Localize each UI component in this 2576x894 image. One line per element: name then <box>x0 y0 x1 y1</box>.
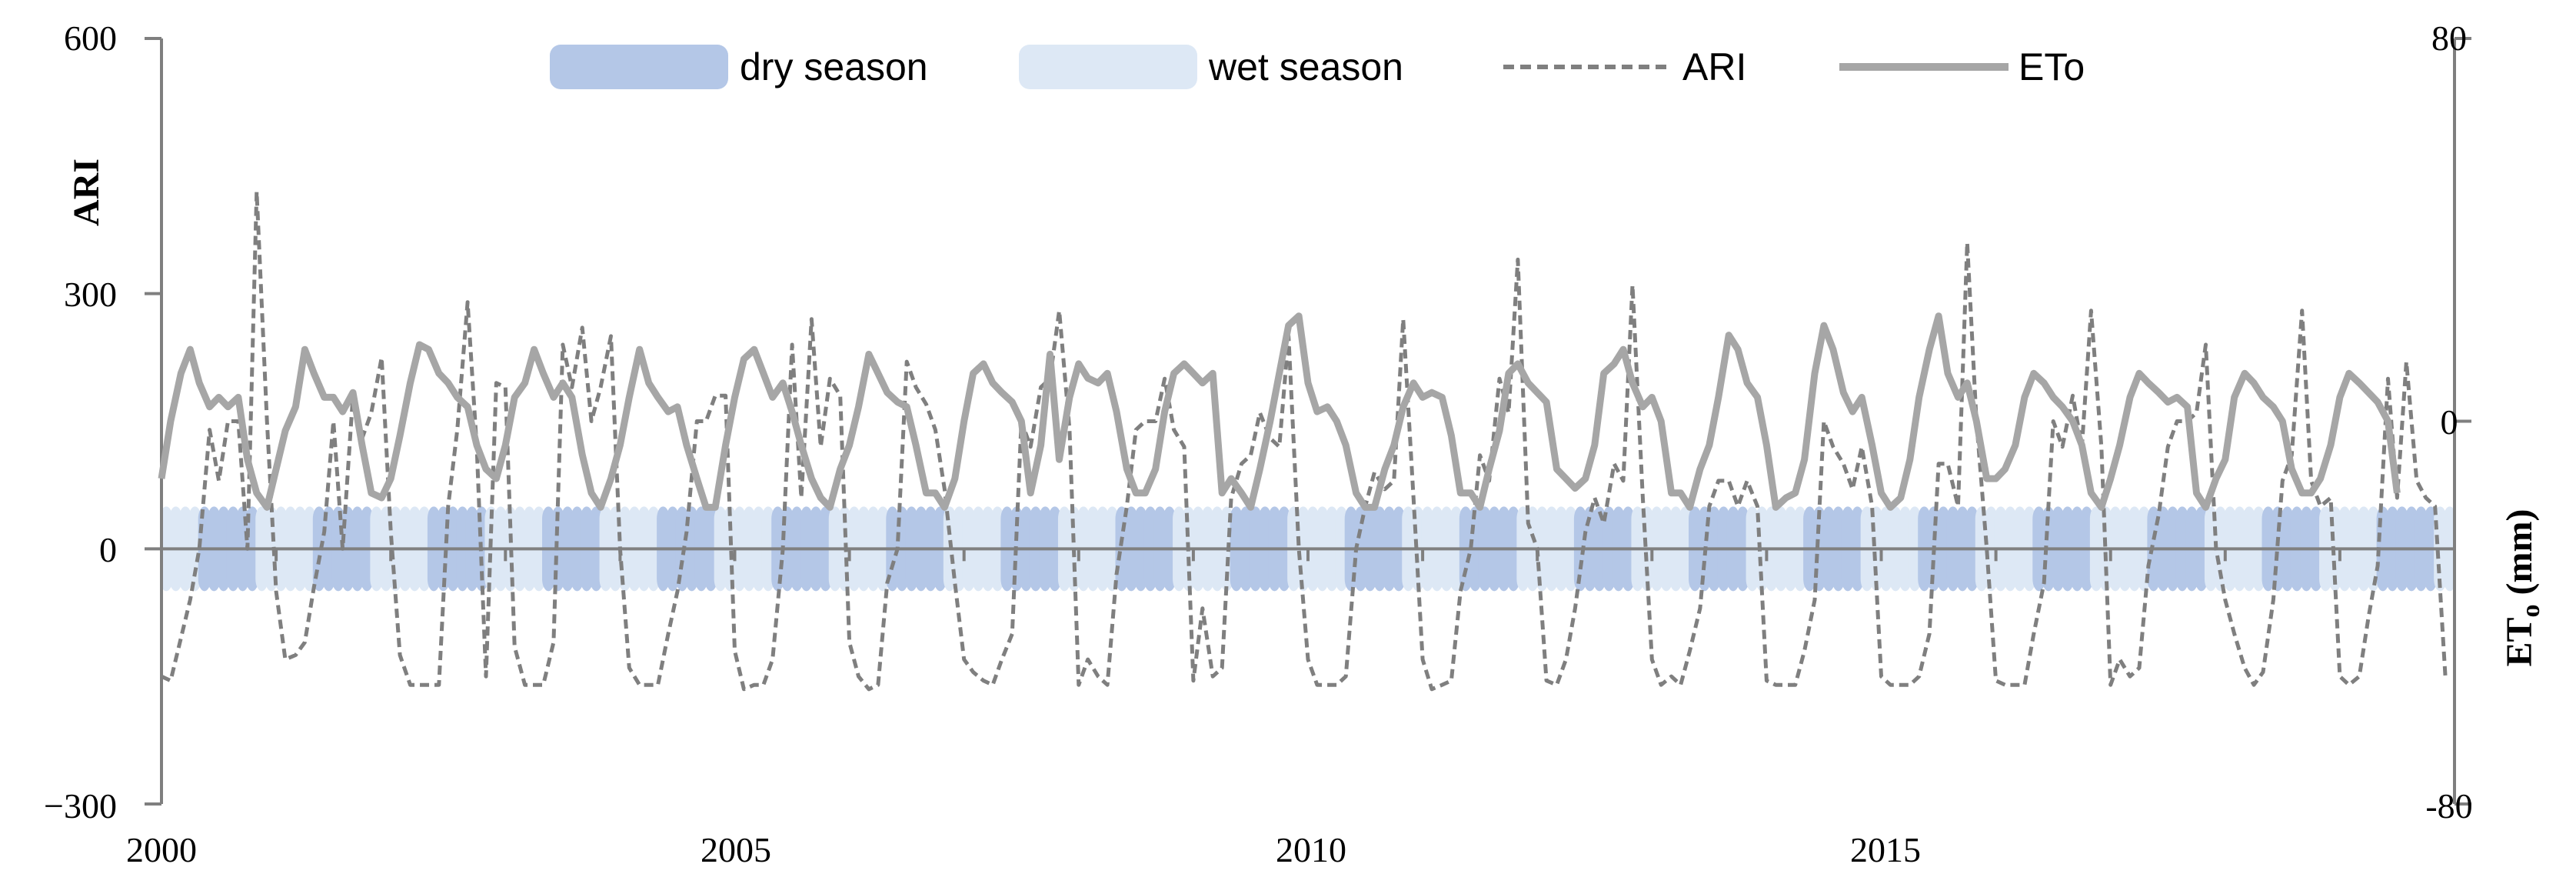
y2-tick-label: 80 <box>2431 18 2467 58</box>
y2-axis-title-tail: (mm) <box>2499 509 2540 605</box>
y2-axis-title: ETo (mm) <box>2499 509 2545 667</box>
y-tick-label: 0 <box>99 530 117 569</box>
legend: dry season wet season ARI ETo <box>550 45 2085 89</box>
x-tick-label: 2010 <box>1276 830 1346 869</box>
legend-label-eto: ETo <box>2019 45 2085 88</box>
y-tick-label: −300 <box>44 786 117 826</box>
legend-swatch-wet <box>1019 45 1197 89</box>
x-tick-label: 2015 <box>1850 830 1921 869</box>
y2-tick-label: -80 <box>2425 786 2472 826</box>
y-tick-label: 300 <box>64 275 117 314</box>
y2-tick-label: 0 <box>2441 402 2458 442</box>
legend-label-dry: dry season <box>740 45 928 88</box>
chart: 600 300 0 −300 80 0 -80 2000 2005 2010 2… <box>0 0 2576 894</box>
x-tick-label: 2005 <box>701 830 771 869</box>
y2-axis-title-main: ET <box>2499 617 2540 666</box>
legend-label-ari: ARI <box>1682 45 1746 88</box>
legend-label-wet: wet season <box>1208 45 1403 88</box>
legend-swatch-dry <box>550 45 728 89</box>
y2-axis-title-sub: o <box>2517 604 2545 617</box>
y-tick-label: 600 <box>64 18 117 58</box>
x-tick-label: 2000 <box>126 830 197 869</box>
y-axis-title: ARI <box>66 158 107 226</box>
